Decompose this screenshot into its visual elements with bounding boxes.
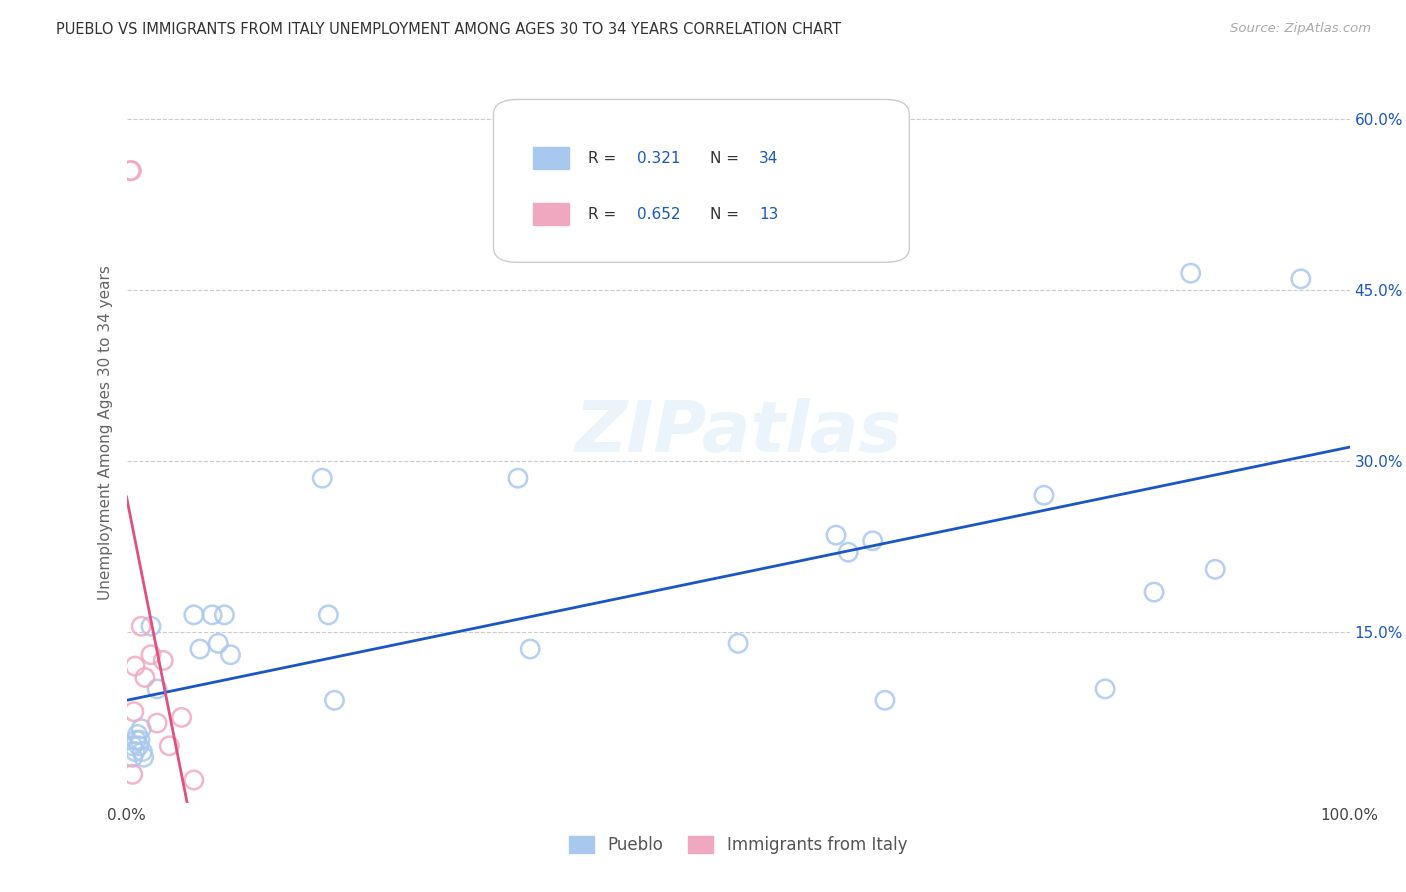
Point (219, 648, 242, 662)
Point (127, 727, 149, 741)
Point (1094, 681, 1116, 696)
Point (311, 471, 333, 485)
Text: N =: N = (710, 207, 744, 222)
Point (124, 659, 146, 673)
Point (183, 772, 205, 787)
Point (125, 733, 148, 747)
Point (188, 642, 211, 657)
Point (139, 648, 162, 662)
Point (506, 471, 529, 485)
Point (183, 607, 205, 622)
Point (318, 607, 340, 622)
Point (128, 739, 150, 753)
Text: R =: R = (588, 207, 621, 222)
Point (825, 528, 848, 542)
Point (120, 163, 142, 178)
Point (727, 636, 749, 650)
Text: Source: ZipAtlas.com: Source: ZipAtlas.com (1230, 22, 1371, 36)
Point (146, 681, 169, 696)
Point (124, 745, 146, 759)
Point (1289, 272, 1312, 286)
Point (139, 619, 162, 633)
Point (1032, 488, 1054, 502)
Text: R =: R = (588, 151, 621, 166)
Point (152, 653, 174, 667)
Text: 0.652: 0.652 (637, 207, 681, 222)
Text: PUEBLO VS IMMIGRANTS FROM ITALY UNEMPLOYMENT AMONG AGES 30 TO 34 YEARS CORRELATI: PUEBLO VS IMMIGRANTS FROM ITALY UNEMPLOY… (56, 22, 841, 37)
FancyBboxPatch shape (533, 147, 569, 169)
Text: 13: 13 (759, 207, 779, 222)
FancyBboxPatch shape (533, 203, 569, 226)
Point (132, 750, 155, 764)
Text: N =: N = (710, 151, 744, 166)
Point (207, 636, 229, 650)
Point (519, 642, 541, 657)
Point (837, 545, 859, 559)
Point (1180, 266, 1202, 280)
Point (873, 693, 896, 707)
Point (134, 671, 156, 685)
Point (1143, 585, 1166, 599)
Point (121, 767, 143, 781)
Point (131, 745, 153, 759)
Point (129, 733, 152, 747)
Text: 0.321: 0.321 (637, 151, 681, 166)
Legend: Pueblo, Immigrants from Italy: Pueblo, Immigrants from Italy (562, 830, 914, 861)
Point (323, 693, 346, 707)
Y-axis label: Unemployment Among Ages 30 to 34 years: Unemployment Among Ages 30 to 34 years (97, 265, 112, 600)
Point (121, 739, 143, 753)
Point (121, 750, 143, 764)
Point (146, 716, 169, 731)
Point (122, 705, 145, 719)
Point (170, 710, 193, 724)
Point (129, 619, 152, 633)
Point (120, 163, 142, 178)
FancyBboxPatch shape (494, 99, 910, 262)
Text: ZIPatlas: ZIPatlas (575, 398, 901, 467)
Point (214, 607, 236, 622)
Point (129, 722, 152, 736)
Point (862, 533, 884, 548)
Point (157, 739, 180, 753)
Point (201, 607, 224, 622)
Text: 34: 34 (759, 151, 779, 166)
Point (1204, 562, 1226, 576)
